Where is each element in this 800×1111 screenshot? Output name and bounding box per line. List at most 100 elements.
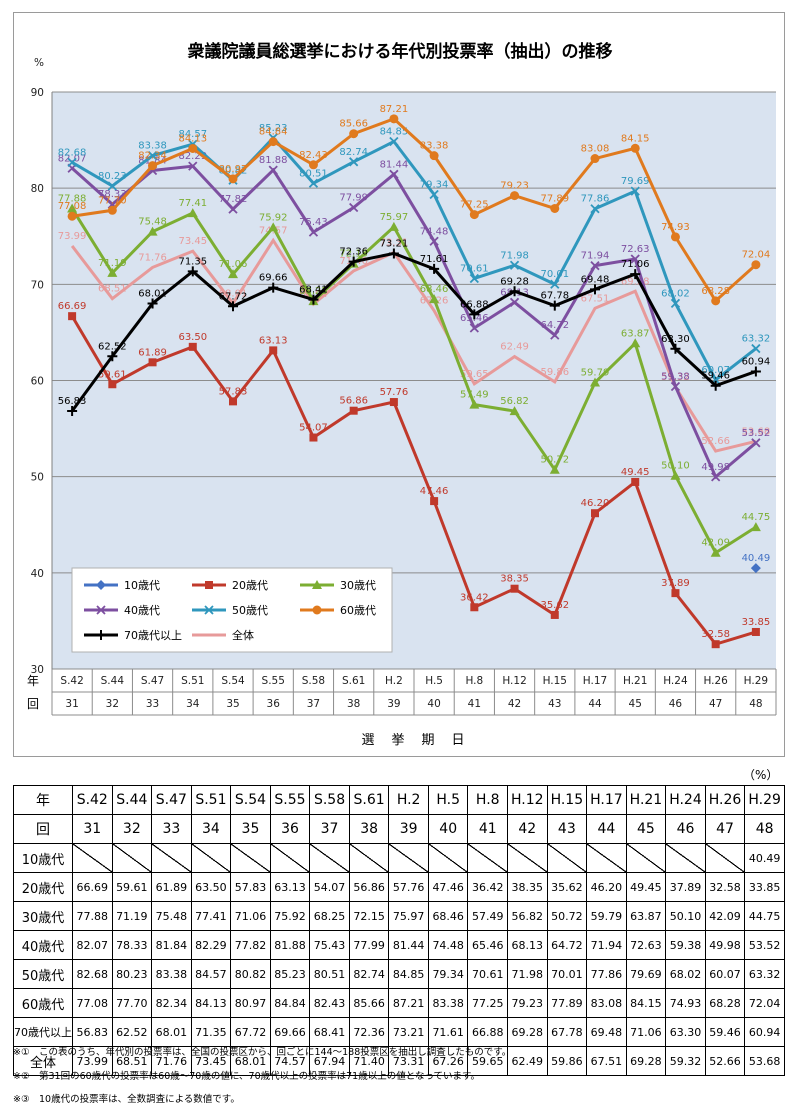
data-label: 73.31: [380, 238, 409, 249]
table-cell: 36.42: [467, 872, 509, 902]
table-row-label: 40歳代: [13, 930, 73, 960]
data-point: [751, 260, 761, 270]
table-row: 40歳代 82.07 78.33 81.84 82.29 77.82 81.88 75.43 7…: [13, 930, 785, 960]
legend-label: 70歳代以上: [124, 629, 182, 642]
legend-item: 30歳代: [300, 579, 376, 592]
data-label: 54.07: [299, 423, 328, 434]
data-label: 66.69: [58, 301, 87, 312]
data-point: [389, 136, 399, 147]
data-label: 71.94: [581, 251, 610, 262]
data-label: 69.28: [621, 276, 650, 287]
data-label: 63.87: [621, 328, 650, 339]
table-cell: 77.89: [546, 988, 588, 1018]
data-point: [107, 267, 118, 277]
x-tick-round: 31: [65, 698, 78, 710]
data-point: [750, 563, 761, 574]
table-cell: 82.34: [151, 988, 192, 1018]
data-point: [470, 603, 479, 612]
table-row: 30歳代 77.88 71.19 75.48 77.41 71.06 75.92 68.25 7…: [13, 901, 785, 931]
table-cell: 82.43: [309, 988, 350, 1018]
data-point: [550, 279, 560, 289]
legend-item: 50歳代: [192, 604, 268, 617]
data-point: [349, 157, 359, 167]
table-cell: 57.76: [388, 872, 429, 902]
table-cell: 68.01: [151, 1017, 192, 1047]
table-cell-round: 44: [586, 814, 627, 844]
table-cell-year: S.42: [72, 785, 113, 815]
table-cell: 60.07: [704, 959, 746, 989]
data-label: 80.51: [299, 168, 328, 179]
data-label: 42.09: [701, 538, 730, 549]
data-label: 77.25: [460, 200, 489, 211]
legend-item: 60歳代: [300, 604, 376, 617]
data-label: 57.76: [380, 387, 409, 398]
x-tick-year: S.55: [262, 675, 285, 687]
table-cell-year: H.26: [704, 785, 746, 815]
data-point: [630, 338, 641, 348]
x-tick-round: 37: [307, 698, 320, 710]
data-point: [188, 161, 198, 171]
table-cell: 46.20: [586, 872, 627, 902]
table-cell-empty: [348, 843, 390, 873]
data-point: [750, 366, 761, 377]
data-point: [509, 297, 520, 307]
x-tick-year: H.17: [583, 675, 607, 687]
data-label: 61.89: [138, 347, 167, 358]
data-label: 71.06: [621, 259, 650, 270]
x-row-label-year: 年: [27, 674, 39, 688]
data-label: 82.34: [138, 151, 167, 162]
table-cell-round: 46: [665, 814, 706, 844]
data-label: 68.51: [98, 284, 127, 295]
table-cell-year: S.47: [151, 785, 192, 815]
data-point: [670, 232, 680, 242]
data-point: [630, 186, 640, 196]
note-2: ※② 第31回の60歳代の投票率は60歳～70歳の値に、70歳代以上の投票率は7…: [13, 1071, 481, 1082]
table-cell: 59.86: [546, 1046, 588, 1076]
table-cell: 72.63: [625, 930, 667, 960]
data-label: 63.13: [259, 335, 288, 346]
table-cell: 63.32: [744, 959, 785, 989]
table-cell: 80.51: [309, 959, 350, 989]
data-label: 68.46: [420, 284, 449, 295]
table-row-label: 年: [13, 785, 73, 815]
data-point: [750, 522, 761, 532]
data-label: 71.76: [138, 252, 167, 263]
table-cell-empty: [388, 843, 429, 873]
table-cell: 80.82: [230, 959, 271, 989]
data-point: [147, 298, 158, 309]
data-point: [268, 222, 279, 232]
x-tick-year: H.26: [703, 675, 728, 687]
data-point: [147, 226, 158, 236]
table-row-label: 20歳代: [13, 872, 73, 902]
data-point: [308, 227, 319, 237]
table-cell: 69.28: [625, 1046, 667, 1076]
table-cell-empty: [507, 843, 548, 873]
table-cell: 71.35: [190, 1017, 232, 1047]
data-label: 60.07: [701, 365, 730, 376]
series-line: [70, 251, 757, 412]
table-cell: 47.46: [427, 872, 469, 902]
table-cell: 73.21: [388, 1017, 429, 1047]
table-cell-year: H.24: [665, 785, 706, 815]
data-point: [469, 210, 479, 220]
data-point: [228, 204, 238, 214]
x-tick-round: 43: [548, 698, 561, 710]
table-row-year: 年 S.42 S.44 S.47 S.51 S.54 S.55 S.58 S.61 H.2 H.5 H…: [13, 785, 785, 815]
table-row-round: 回 31 32 33 34 35 36 37 38 39 40 41 42 43 44 45 46 47 48: [13, 814, 785, 844]
data-label: 49.45: [621, 467, 650, 478]
table-cell: 44.75: [744, 901, 785, 931]
table-cell: 52.66: [704, 1046, 746, 1076]
data-point: [429, 151, 439, 161]
data-point: [510, 191, 520, 201]
data-label: 75.43: [299, 217, 328, 228]
data-label: 75.48: [138, 217, 167, 228]
data-point: [389, 169, 399, 179]
table-cell: 77.41: [190, 901, 232, 931]
data-point: [228, 269, 238, 279]
table-cell-empty: [427, 843, 469, 873]
data-label: 84.13: [178, 133, 207, 144]
table-cell-round: 33: [151, 814, 192, 844]
data-point: [269, 346, 278, 355]
data-point: [429, 294, 440, 304]
x-tick-year: S.44: [101, 675, 125, 687]
